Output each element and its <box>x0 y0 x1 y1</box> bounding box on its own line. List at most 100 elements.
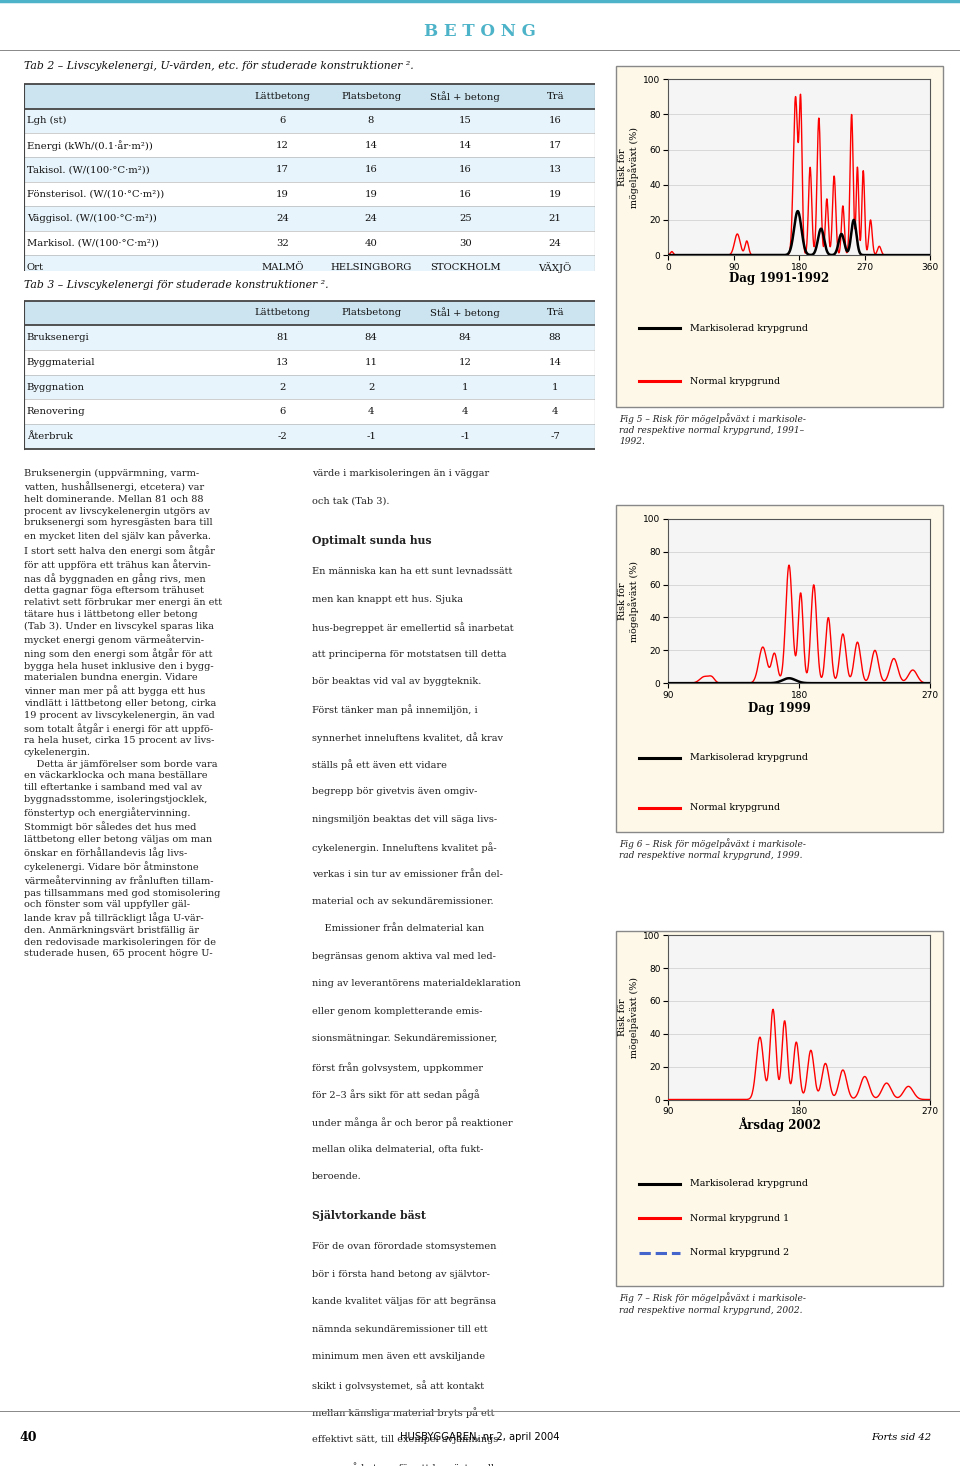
Text: Takisol. (W/(100·°C·m²)): Takisol. (W/(100·°C·m²)) <box>27 166 150 174</box>
Text: hus-begreppet är emellertid så inarbetat: hus-begreppet är emellertid så inarbetat <box>312 622 514 633</box>
Text: Lättbetong: Lättbetong <box>254 92 310 101</box>
Text: 21: 21 <box>549 214 562 223</box>
Bar <box>24 301 595 325</box>
Bar <box>24 133 595 157</box>
Text: 24: 24 <box>365 214 377 223</box>
Bar <box>24 108 595 133</box>
Text: Renovering: Renovering <box>27 408 85 416</box>
Text: Normal krypgrund: Normal krypgrund <box>690 377 780 386</box>
Text: 88: 88 <box>549 333 562 342</box>
Text: bör i första hand betong av självtor-: bör i första hand betong av självtor- <box>312 1270 490 1278</box>
Text: kande kvalitet väljas för att begränsa: kande kvalitet väljas för att begränsa <box>312 1297 496 1306</box>
Text: Årsdag 2002: Årsdag 2002 <box>738 1117 821 1132</box>
Text: 4: 4 <box>552 408 559 416</box>
Text: Markisol. (W/(100·°C·m²)): Markisol. (W/(100·°C·m²)) <box>27 239 158 248</box>
Text: Markisolerad krypgrund: Markisolerad krypgrund <box>690 754 808 762</box>
Text: 16: 16 <box>459 166 471 174</box>
Text: Fig 6 – Risk för mögelpåväxt i markisole-
rad respektive normal krypgrund, 1999.: Fig 6 – Risk för mögelpåväxt i markisole… <box>619 839 806 861</box>
Text: Forts sid 42: Forts sid 42 <box>871 1432 931 1441</box>
Y-axis label: Risk för
mögelpåväxt (%): Risk för mögelpåväxt (%) <box>617 976 639 1058</box>
Text: 12: 12 <box>459 358 471 366</box>
Text: Emissioner från delmaterial kan: Emissioner från delmaterial kan <box>312 925 484 934</box>
Text: 17: 17 <box>276 166 289 174</box>
Text: Bruksenergin (uppvärmning, varm-
vatten, hushållsenergi, etcetera) var
helt domi: Bruksenergin (uppvärmning, varm- vatten,… <box>24 469 222 959</box>
Text: minimum men även ett avskiljande: minimum men även ett avskiljande <box>312 1353 485 1362</box>
Text: Lgh (st): Lgh (st) <box>27 116 66 126</box>
Text: bör beaktas vid val av byggteknik.: bör beaktas vid val av byggteknik. <box>312 677 481 686</box>
Bar <box>24 84 595 108</box>
Text: En människa kan ha ett sunt levnadssätt: En människa kan ha ett sunt levnadssätt <box>312 567 513 576</box>
Text: 19: 19 <box>549 189 562 199</box>
Text: 4: 4 <box>462 408 468 416</box>
Text: mellan känsliga material bryts på ett: mellan känsliga material bryts på ett <box>312 1407 494 1418</box>
Text: 16: 16 <box>459 189 471 199</box>
Text: begränsas genom aktiva val med led-: begränsas genom aktiva val med led- <box>312 951 496 962</box>
Text: MALMÖ: MALMÖ <box>261 262 303 273</box>
Text: ningsmiljön beaktas det vill säga livs-: ningsmiljön beaktas det vill säga livs- <box>312 815 497 824</box>
Text: 14: 14 <box>459 141 471 150</box>
Text: Dag 1991-1992: Dag 1991-1992 <box>730 273 829 284</box>
Text: effektivt sätt, till exempel avjämnings-: effektivt sätt, till exempel avjämnings- <box>312 1435 501 1444</box>
Text: 13: 13 <box>276 358 289 366</box>
Bar <box>24 399 595 424</box>
Text: B E T O N G: B E T O N G <box>424 23 536 40</box>
Text: 17: 17 <box>549 141 562 150</box>
Text: nämnda sekundäremissioner till ett: nämnda sekundäremissioner till ett <box>312 1325 488 1334</box>
Text: 19: 19 <box>365 189 377 199</box>
Bar <box>24 182 595 207</box>
Text: sionsmätningar. Sekundäremissioner,: sionsmätningar. Sekundäremissioner, <box>312 1035 497 1044</box>
Text: -2: -2 <box>277 432 287 441</box>
Text: först från golvsystem, uppkommer: först från golvsystem, uppkommer <box>312 1061 483 1073</box>
Text: 32: 32 <box>276 239 289 248</box>
Text: HUSBYGGAREN, nr 2, april 2004: HUSBYGGAREN, nr 2, april 2004 <box>400 1432 560 1443</box>
Bar <box>24 157 595 182</box>
Text: beroende.: beroende. <box>312 1171 362 1182</box>
Text: Dag 1999: Dag 1999 <box>748 702 811 714</box>
Text: Bruksenergi: Bruksenergi <box>27 333 89 342</box>
Text: begrepp bör givetvis även omgiv-: begrepp bör givetvis även omgiv- <box>312 787 477 796</box>
Text: Självtorkande bäst: Självtorkande bäst <box>312 1211 426 1221</box>
FancyBboxPatch shape <box>615 506 944 833</box>
Text: 11: 11 <box>365 358 377 366</box>
Bar <box>24 230 595 255</box>
Text: 15: 15 <box>459 116 471 125</box>
Text: 25: 25 <box>459 214 471 223</box>
Text: För de ovan förordade stomsystemen: För de ovan förordade stomsystemen <box>312 1243 496 1252</box>
Text: 13: 13 <box>549 166 562 174</box>
Text: Byggnation: Byggnation <box>27 383 84 391</box>
FancyBboxPatch shape <box>615 66 944 408</box>
Text: 2: 2 <box>279 383 286 391</box>
Text: Markisolerad krypgrund: Markisolerad krypgrund <box>690 1179 808 1189</box>
Text: 16: 16 <box>549 116 562 125</box>
Text: Lättbetong: Lättbetong <box>254 308 310 318</box>
Bar <box>24 255 595 280</box>
Text: Återbruk: Återbruk <box>27 432 73 441</box>
Bar <box>24 375 595 399</box>
Text: Tab 2 – Livscykelenergi, U-värden, etc. för studerade konstruktioner ².: Tab 2 – Livscykelenergi, U-värden, etc. … <box>24 60 414 70</box>
Text: Först tänker man på innemiljön, i: Först tänker man på innemiljön, i <box>312 705 478 715</box>
Bar <box>24 350 595 375</box>
Text: för 2–3 års sikt för att sedan pågå: för 2–3 års sikt för att sedan pågå <box>312 1089 480 1100</box>
Text: Fönsterisol. (W/(10·°C·m²)): Fönsterisol. (W/(10·°C·m²)) <box>27 189 164 199</box>
Text: skikt i golvsystemet, så att kontakt: skikt i golvsystemet, så att kontakt <box>312 1380 484 1391</box>
Text: eller genom kompletterande emis-: eller genom kompletterande emis- <box>312 1007 482 1016</box>
FancyBboxPatch shape <box>615 931 944 1287</box>
Text: Optimalt sunda hus: Optimalt sunda hus <box>312 535 432 547</box>
Text: 12: 12 <box>276 141 289 150</box>
Text: 19: 19 <box>276 189 289 199</box>
Text: Normal krypgrund: Normal krypgrund <box>690 803 780 812</box>
Text: ställs på ett även ett vidare: ställs på ett även ett vidare <box>312 759 446 770</box>
Text: 1: 1 <box>462 383 468 391</box>
Text: Energi (kWh/(0.1·år·m²)): Energi (kWh/(0.1·år·m²)) <box>27 139 153 151</box>
Text: Trä: Trä <box>546 308 564 318</box>
Text: Stål + betong: Stål + betong <box>430 91 500 101</box>
Text: Tab 3 – Livscykelenergi för studerade konstruktioner ².: Tab 3 – Livscykelenergi för studerade ko… <box>24 280 328 290</box>
Text: -1: -1 <box>460 432 470 441</box>
Text: 14: 14 <box>549 358 562 366</box>
Text: Normal krypgrund 1: Normal krypgrund 1 <box>690 1214 789 1223</box>
Text: cykelenergin. Inneluftens kvalitet på-: cykelenergin. Inneluftens kvalitet på- <box>312 841 496 853</box>
Text: 30: 30 <box>459 239 471 248</box>
Bar <box>24 424 595 449</box>
Text: och tak (Tab 3).: och tak (Tab 3). <box>312 497 390 506</box>
Text: massa på betong för att bemästra alka-: massa på betong för att bemästra alka- <box>312 1463 506 1466</box>
